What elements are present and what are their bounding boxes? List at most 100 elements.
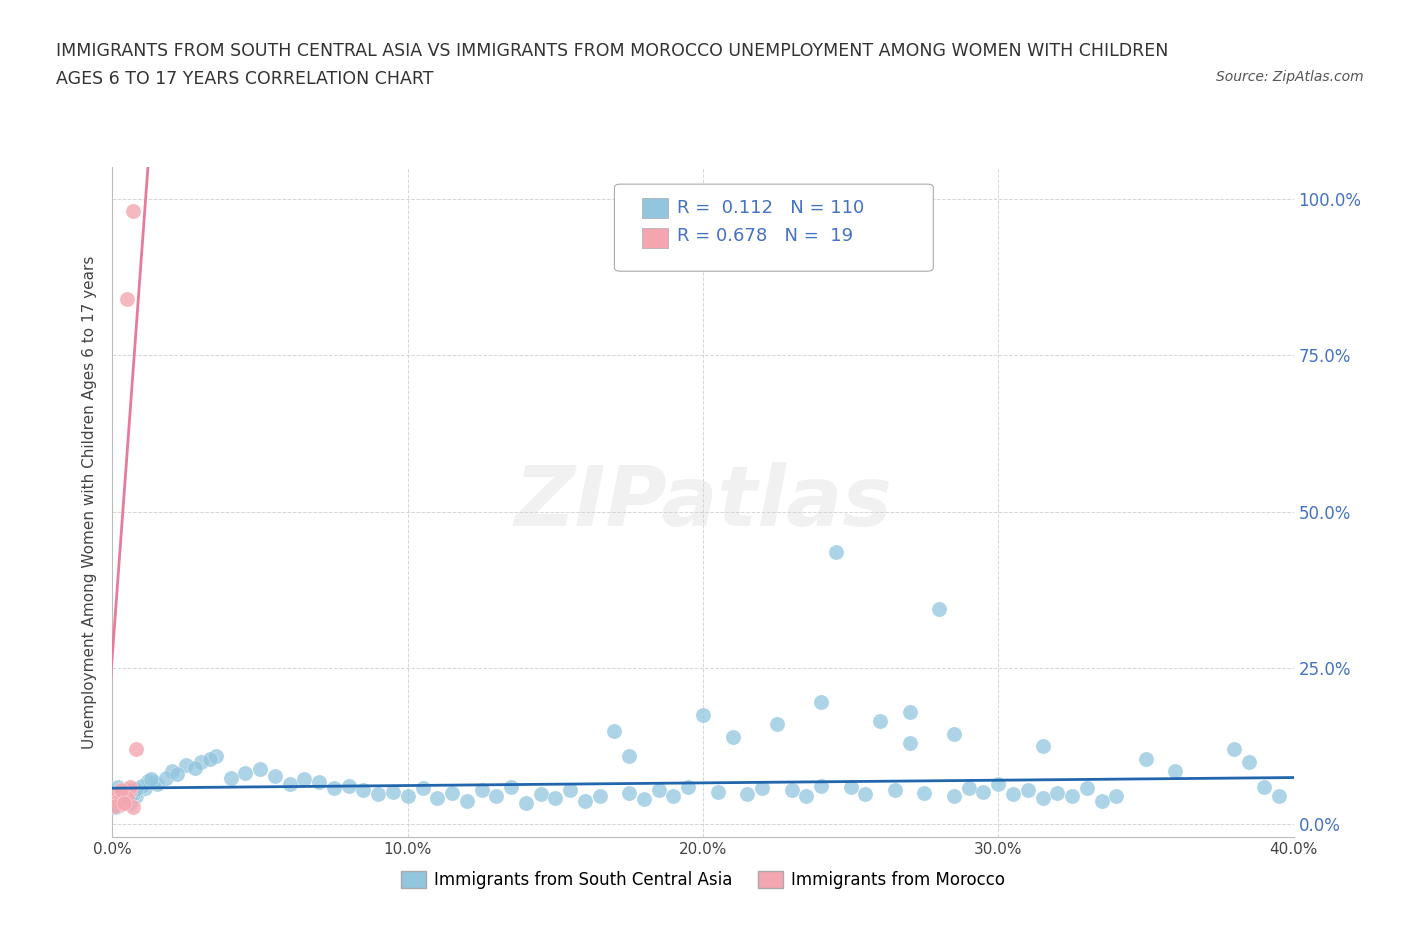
Point	[104, 787, 127, 802]
Point	[110, 797, 132, 812]
Point	[810, 695, 832, 710]
Legend: Immigrants from South Central Asia, Immigrants from Morocco: Immigrants from South Central Asia, Immi…	[394, 864, 1012, 896]
Point	[249, 762, 271, 777]
Point	[104, 798, 127, 813]
Point	[633, 792, 655, 807]
Point	[117, 783, 138, 798]
Point	[1268, 789, 1291, 804]
Point	[1105, 789, 1128, 804]
Point	[855, 787, 877, 802]
Point	[117, 291, 138, 306]
Point	[120, 779, 142, 794]
Point	[110, 795, 132, 810]
Y-axis label: Unemployment Among Women with Children Ages 6 to 17 years: Unemployment Among Women with Children A…	[82, 256, 97, 749]
Point	[839, 779, 862, 794]
Point	[184, 761, 207, 776]
Point	[721, 729, 744, 744]
Point	[898, 736, 921, 751]
Point	[1135, 751, 1157, 766]
Text: R =  0.112   N = 110: R = 0.112 N = 110	[678, 199, 865, 217]
Point	[884, 783, 907, 798]
Point	[292, 772, 315, 787]
Point	[205, 749, 228, 764]
Point	[131, 778, 153, 793]
Bar	[641, 197, 668, 218]
Point	[352, 783, 374, 798]
Point	[142, 775, 165, 790]
Point	[120, 790, 142, 804]
Point	[110, 796, 132, 811]
Point	[110, 783, 132, 798]
Point	[120, 786, 142, 801]
Point	[574, 793, 596, 808]
Text: Source: ZipAtlas.com: Source: ZipAtlas.com	[1216, 70, 1364, 84]
Point	[112, 795, 135, 810]
Point	[382, 785, 405, 800]
Point	[1017, 783, 1039, 798]
Point	[160, 764, 183, 778]
Point	[120, 795, 142, 810]
Point	[146, 777, 169, 791]
Text: IMMIGRANTS FROM SOUTH CENTRAL ASIA VS IMMIGRANTS FROM MOROCCO UNEMPLOYMENT AMONG: IMMIGRANTS FROM SOUTH CENTRAL ASIA VS IM…	[56, 42, 1168, 60]
Point	[174, 758, 197, 773]
Point	[107, 798, 129, 813]
Point	[678, 779, 700, 794]
Point	[810, 778, 832, 793]
Point	[396, 789, 419, 804]
Point	[122, 800, 145, 815]
Point	[122, 787, 145, 802]
Point	[928, 601, 950, 616]
Point	[122, 204, 145, 219]
Point	[619, 749, 641, 764]
Point	[112, 793, 135, 808]
Point	[1032, 790, 1054, 805]
Point	[411, 781, 433, 796]
Point	[898, 704, 921, 719]
Point	[942, 726, 965, 741]
Point	[737, 787, 759, 802]
Point	[588, 789, 610, 804]
Point	[125, 785, 148, 800]
Point	[107, 793, 129, 808]
Point	[426, 790, 449, 805]
Point	[107, 779, 129, 794]
Point	[122, 787, 145, 802]
Point	[367, 787, 389, 802]
Point	[603, 724, 626, 738]
Point	[824, 545, 846, 560]
Point	[766, 717, 789, 732]
Point	[107, 789, 129, 804]
Point	[125, 789, 148, 804]
Point	[706, 785, 728, 800]
Point	[780, 783, 803, 798]
Point	[869, 714, 891, 729]
Point	[1076, 781, 1098, 796]
Point	[125, 782, 148, 797]
Point	[987, 777, 1010, 791]
Point	[198, 751, 221, 766]
Point	[112, 792, 135, 807]
Point	[751, 781, 773, 796]
Point	[110, 797, 132, 812]
Point	[558, 783, 582, 798]
Point	[128, 783, 150, 798]
Text: AGES 6 TO 17 YEARS CORRELATION CHART: AGES 6 TO 17 YEARS CORRELATION CHART	[56, 70, 433, 87]
Point	[120, 783, 142, 798]
Point	[515, 795, 537, 810]
Point	[117, 790, 138, 805]
Point	[128, 781, 150, 796]
Point	[662, 789, 685, 804]
Point	[647, 783, 671, 798]
Point	[796, 789, 818, 804]
Point	[692, 708, 714, 723]
Point	[1253, 779, 1275, 794]
Point	[104, 800, 127, 815]
Point	[485, 789, 508, 804]
Point	[942, 789, 965, 804]
Point	[1046, 786, 1069, 801]
Text: ZIPatlas: ZIPatlas	[515, 461, 891, 543]
Point	[1062, 789, 1084, 804]
Point	[1164, 764, 1187, 778]
Point	[441, 786, 464, 801]
Point	[1001, 787, 1024, 802]
